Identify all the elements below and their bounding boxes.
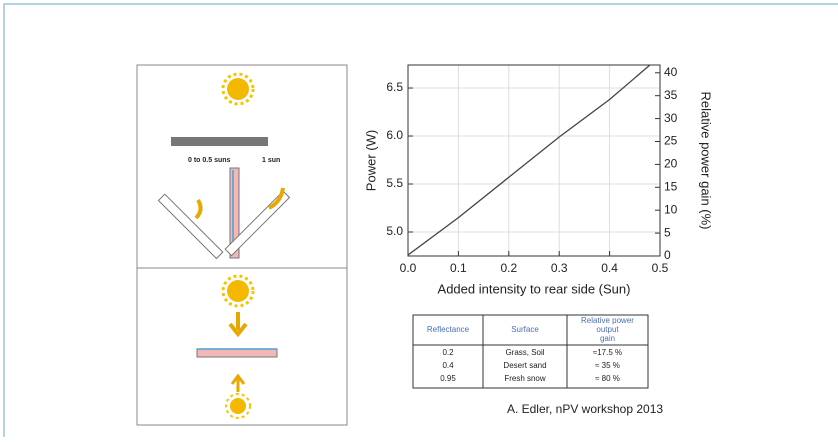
y2-tick-label: 0 — [664, 248, 671, 262]
module — [197, 349, 277, 357]
x-tick-label: 0.0 — [400, 261, 417, 275]
y2-tick-label: 5 — [664, 225, 671, 239]
table-cell: 0.95 — [440, 374, 456, 383]
y-tick-label: 5.0 — [386, 224, 403, 238]
x-tick-label: 0.1 — [450, 261, 467, 275]
table: Reflectance 0.2 0.4 0.95 Surface Grass, Soil D… — [413, 315, 648, 388]
line — [408, 65, 650, 255]
chart: 0.0 0.1 0.2 0.3 0.4 0.5 5.0 5.5 6.0 6.5 0 5 10 15 20 25… — [363, 65, 713, 296]
x-axis-label: Added intensity to rear side (Sun) — [438, 281, 631, 296]
diagram-label: 1 sun — [262, 157, 280, 164]
y2-tick-label: 35 — [664, 88, 678, 102]
table-cell: ≈ 80 % — [595, 374, 620, 383]
y-tick-label: 6.5 — [386, 80, 403, 94]
table-cell: Grass, Soil — [505, 348, 544, 357]
x-tick-label: 0.2 — [500, 261, 517, 275]
table-cell: 0.4 — [442, 361, 454, 370]
rear-module — [171, 137, 268, 146]
y2-tick-label: 15 — [664, 179, 678, 193]
table-header: Surface — [511, 325, 539, 334]
x-tick-label: 0.4 — [601, 261, 618, 275]
y2-tick-label: 30 — [664, 111, 678, 125]
diagram: 0 to 0.5 suns 1 sun — [137, 65, 347, 425]
x-tick-label: 0.5 — [652, 261, 669, 275]
table-cell: ≈ 35 % — [595, 361, 620, 370]
table-header: Reflectance — [427, 325, 470, 334]
y2-tick-label: 20 — [664, 157, 678, 171]
y2-tick-label: 40 — [664, 65, 678, 79]
diagram-label: 0 to 0.5 suns — [188, 157, 231, 164]
table-cell: Desert sand — [503, 361, 546, 370]
credit: A. Edler, nPV workshop 2013 — [507, 402, 663, 416]
x-tick-label: 0.3 — [551, 261, 568, 275]
y2-axis-label: Relative power gain (%) — [699, 91, 714, 229]
slide: 0 to 0.5 suns 1 sun 0.0 0.1 0.2 0.3 0.4 0.5 5.… — [0, 0, 838, 437]
y-tick-label: 6.0 — [386, 128, 403, 142]
y2-tick-label: 25 — [664, 134, 678, 148]
table-cell: Fresh snow — [504, 374, 546, 383]
y-tick-label: 5.5 — [386, 176, 403, 190]
y-axis-label: Power (W) — [363, 130, 378, 191]
table-cell: ≈17.5 % — [593, 348, 622, 357]
y2-tick-label: 10 — [664, 202, 678, 216]
table-cell: 0.2 — [442, 348, 454, 357]
